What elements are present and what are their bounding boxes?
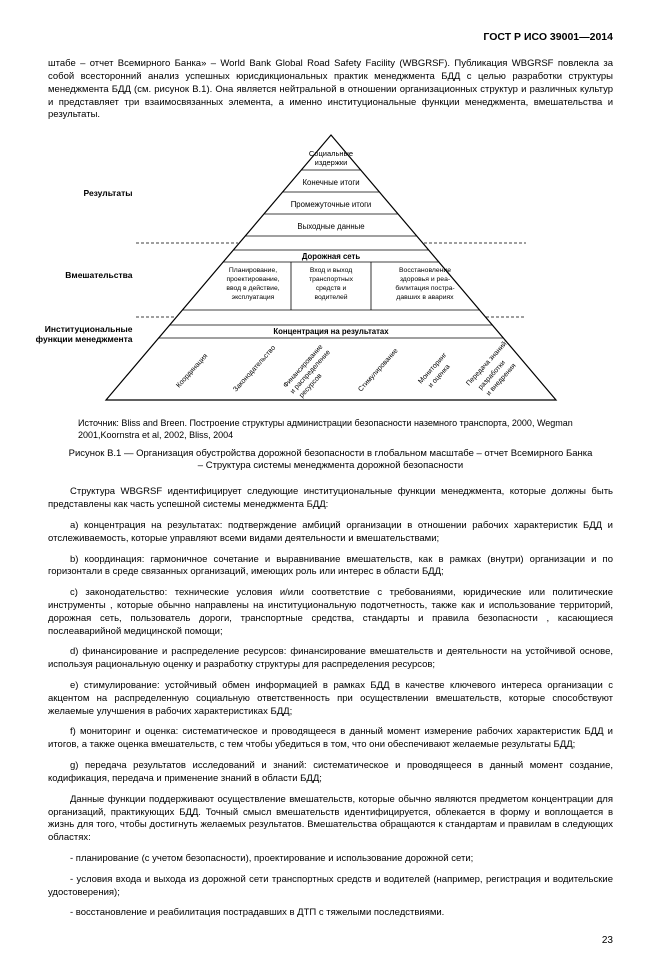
tier1-l1: Социальные bbox=[308, 149, 352, 158]
pyramid-svg: Социальные издержки Конечные итоги Проме… bbox=[91, 130, 571, 410]
body-p1: Структура WBGRSF идентифицирует следующи… bbox=[48, 486, 613, 512]
side-label-institutional: Институциональные функции менеджмента bbox=[33, 325, 133, 345]
bullet-2: - условия входа и выхода из дорожной сет… bbox=[48, 874, 613, 900]
page-header: ГОСТ Р ИСО 39001—2014 bbox=[48, 30, 613, 44]
tier1-l2: издержки bbox=[314, 158, 347, 167]
t5b-3: средств и bbox=[315, 285, 346, 292]
tier6-header: Концентрация на результатах bbox=[273, 327, 389, 336]
tier5-header: Дорожная сеть bbox=[301, 252, 360, 261]
item-c: с) законодательство: технические условия… bbox=[48, 587, 613, 638]
item-g: g) передача результатов исследований и з… bbox=[48, 760, 613, 786]
document-page: ГОСТ Р ИСО 39001—2014 штабе – отчет Всем… bbox=[0, 0, 661, 968]
t5c-2: здоровья и реа- bbox=[399, 276, 449, 283]
t5a-3: ввод в действие, bbox=[226, 284, 279, 292]
tier3: Промежуточные итоги bbox=[290, 200, 371, 209]
bullet-3: - восстановление и реабилитация пострада… bbox=[48, 907, 613, 920]
tier2: Конечные итоги bbox=[302, 178, 359, 187]
side-label-interventions: Вмешательства bbox=[33, 270, 133, 281]
figure-caption: Рисунок В.1 — Организация обустройства д… bbox=[68, 448, 593, 473]
t5b-2: транспортных bbox=[308, 276, 353, 283]
t5c-1: Восстановление bbox=[399, 267, 451, 274]
item-e: е) стимулирование: устойчивый обмен инфо… bbox=[48, 680, 613, 718]
t5b-1: Вход и выход bbox=[309, 267, 351, 274]
t5a-1: Планирование, bbox=[228, 267, 276, 274]
item-a: а) концентрация на результатах: подтверж… bbox=[48, 520, 613, 546]
intro-paragraph: штабе – отчет Всемирного Банка» – World … bbox=[48, 58, 613, 122]
side-label-results: Результаты bbox=[33, 188, 133, 199]
t5a-2: проектирование, bbox=[226, 276, 279, 283]
page-number: 23 bbox=[48, 934, 613, 948]
tier4: Выходные данные bbox=[297, 222, 364, 231]
t5c-3: билитация постра- bbox=[395, 284, 454, 292]
figure-source: Источник: Bliss and Breen. Построение ст… bbox=[78, 418, 593, 441]
item-f: f) мониторинг и оценка: систематическое … bbox=[48, 726, 613, 752]
bullet-1: - планирование (с учетом безопасности), … bbox=[48, 853, 613, 866]
t5a-4: эксплуатация bbox=[231, 294, 274, 301]
item-b: b) координация: гармоничное сочетание и … bbox=[48, 554, 613, 580]
t5c-4: давших в авариях bbox=[396, 294, 454, 301]
t5b-4: водителей bbox=[314, 293, 347, 301]
body-p2: Данные функции поддерживают осуществлени… bbox=[48, 794, 613, 845]
pyramid-figure: Результаты Вмешательства Институциональн… bbox=[91, 130, 571, 410]
item-d: d) финансирование и распределение ресурс… bbox=[48, 646, 613, 672]
